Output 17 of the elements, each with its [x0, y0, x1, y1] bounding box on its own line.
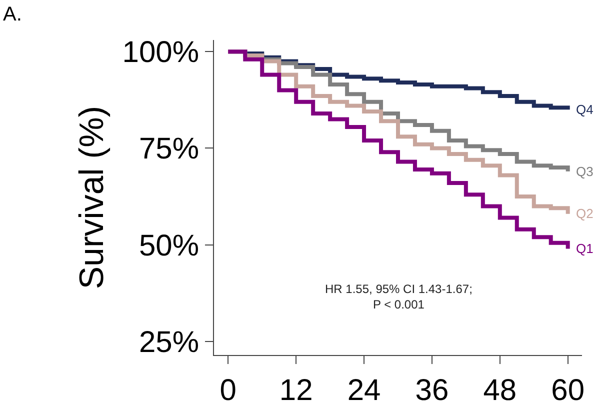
series-label: Q1: [576, 241, 594, 256]
x-tick-label: 36: [415, 374, 449, 407]
x-tick-label: 24: [347, 374, 381, 407]
y-tick-label: 50%: [138, 229, 199, 262]
series-label: Q4: [576, 102, 594, 117]
y-tick-label: 75%: [138, 132, 199, 166]
annotation: HR 1.55, 95% CI 1.43-1.67; P < 0.001: [325, 282, 472, 312]
x-tick-label: 60: [551, 374, 585, 407]
text: A.: [2, 3, 22, 26]
x-tick-label: 0: [220, 374, 236, 407]
series-label: Q3: [576, 164, 594, 179]
y-tick-label: 25%: [138, 326, 199, 359]
x-tick-label: 12: [279, 374, 313, 407]
x-tick-label: 48: [483, 374, 517, 407]
series-label: Q2: [576, 206, 594, 221]
y-tick-label: 100%: [122, 36, 199, 70]
y-axis-title: Survival (%): [72, 106, 111, 290]
